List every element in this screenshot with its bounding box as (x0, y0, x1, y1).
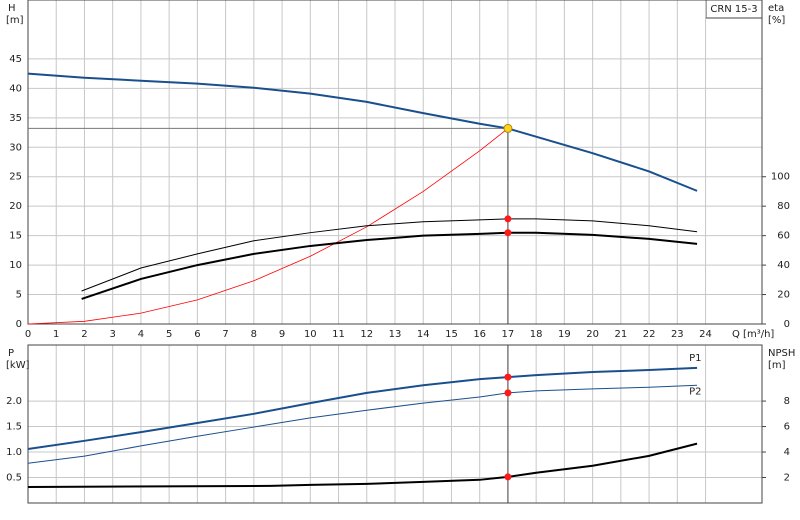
series-line (27, 384, 698, 464)
x-tick-label: 7 (222, 329, 228, 340)
plot-frame (27, 0, 763, 325)
series-line (81, 231, 698, 300)
x-tick-label: 9 (279, 329, 285, 340)
x-tick-label: 19 (558, 329, 571, 340)
series-label: P1 (689, 353, 701, 364)
duty-marker (504, 373, 512, 381)
y-tick-label: 35 (9, 113, 22, 124)
y-axis-label: P (8, 348, 14, 359)
x-tick-label: 16 (473, 329, 486, 340)
y2-tick-label: 2 (784, 473, 790, 484)
x-tick-label: 23 (671, 329, 684, 340)
x-tick-label: 10 (304, 329, 317, 340)
duty-marker (504, 215, 512, 223)
x-tick-label: 2 (81, 329, 87, 340)
y2-axis-unit: [m] (768, 360, 786, 371)
x-tick-label: 24 (699, 329, 712, 340)
duty-marker (504, 389, 512, 397)
x-tick-label: 20 (586, 329, 599, 340)
model-label: CRN 15-3 (710, 4, 757, 15)
x-tick-label: 6 (194, 329, 200, 340)
y-tick-label: 25 (9, 172, 22, 183)
y-axis-unit: [kW] (6, 360, 30, 371)
y2-tick-label: 0 (784, 319, 790, 330)
duty-marker (504, 229, 512, 237)
y-axis-label: H (8, 3, 16, 14)
y2-tick-label: 100 (771, 172, 790, 183)
x-tick-label: 21 (614, 329, 627, 340)
x-tick-label: 11 (332, 329, 345, 340)
y2-tick-label: 6 (784, 422, 790, 433)
x-tick-label: 0 (25, 329, 31, 340)
y-tick-label: 15 (9, 231, 22, 242)
duty-point (503, 123, 513, 133)
y-tick-label: 20 (9, 201, 22, 212)
duty-marker (504, 473, 512, 481)
x-tick-label: 22 (643, 329, 656, 340)
series-line (27, 442, 698, 488)
x-tick-label: 18 (530, 329, 543, 340)
series-line (81, 218, 698, 292)
x-axis-label: Q [m³/h] (732, 329, 774, 340)
x-tick-label: 14 (417, 329, 430, 340)
series-line (27, 128, 509, 325)
x-tick-label: 17 (502, 329, 515, 340)
x-tick-label: 3 (110, 329, 116, 340)
x-tick-label: 8 (251, 329, 257, 340)
x-tick-label: 4 (138, 329, 144, 340)
y-tick-label: 0.5 (6, 473, 22, 484)
plot-frame (27, 344, 763, 504)
series-label: P2 (689, 386, 701, 397)
y-tick-label: 40 (9, 83, 22, 94)
y2-tick-label: 20 (777, 290, 790, 301)
y-tick-label: 1.0 (6, 447, 22, 458)
x-tick-label: 12 (360, 329, 373, 340)
y-axis-unit: [m] (6, 15, 24, 26)
y2-axis-unit: [%] (768, 15, 785, 26)
x-tick-label: 5 (166, 329, 172, 340)
y2-axis-label: NPSH (768, 348, 795, 359)
y-tick-label: 5 (16, 290, 22, 301)
series-line (27, 72, 698, 192)
y-tick-label: 45 (9, 54, 22, 65)
y-tick-label: 2.0 (6, 396, 22, 407)
y2-tick-label: 4 (784, 447, 790, 458)
y-tick-label: 30 (9, 142, 22, 153)
series-line (27, 366, 698, 450)
y2-tick-label: 40 (777, 260, 790, 271)
y-tick-label: 1.5 (6, 422, 22, 433)
y-tick-label: 0 (16, 319, 22, 330)
y-tick-label: 10 (9, 260, 22, 271)
x-tick-label: 13 (389, 329, 402, 340)
y2-tick-label: 8 (784, 396, 790, 407)
y2-tick-label: 60 (777, 231, 790, 242)
y2-tick-label: 80 (777, 201, 790, 212)
x-tick-label: 1 (53, 329, 59, 340)
y2-axis-label: eta (768, 3, 784, 14)
x-tick-label: 15 (445, 329, 458, 340)
